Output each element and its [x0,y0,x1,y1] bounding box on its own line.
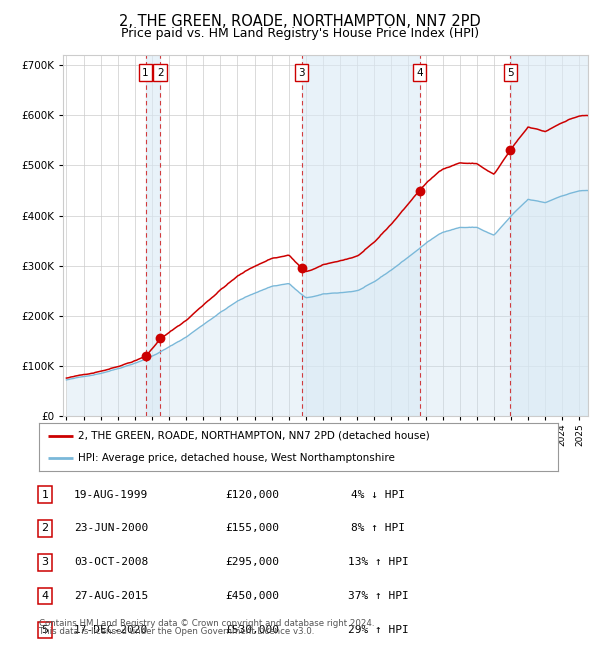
Text: 2, THE GREEN, ROADE, NORTHAMPTON, NN7 2PD (detached house): 2, THE GREEN, ROADE, NORTHAMPTON, NN7 2P… [78,431,430,441]
Text: 19-AUG-1999: 19-AUG-1999 [74,489,148,500]
Bar [146,55,160,416]
Text: 4% ↓ HPI: 4% ↓ HPI [351,489,405,500]
Text: 3: 3 [298,68,305,78]
Bar [511,55,588,416]
Text: 2: 2 [41,523,49,534]
Text: 4: 4 [416,68,423,78]
Text: HPI: Average price, detached house, West Northamptonshire: HPI: Average price, detached house, West… [78,453,395,463]
Text: £295,000: £295,000 [225,557,279,567]
Text: 2, THE GREEN, ROADE, NORTHAMPTON, NN7 2PD: 2, THE GREEN, ROADE, NORTHAMPTON, NN7 2P… [119,14,481,29]
Text: 4: 4 [41,591,49,601]
Text: 29% ↑ HPI: 29% ↑ HPI [347,625,409,635]
Text: Price paid vs. HM Land Registry's House Price Index (HPI): Price paid vs. HM Land Registry's House … [121,27,479,40]
Text: Contains HM Land Registry data © Crown copyright and database right 2024.: Contains HM Land Registry data © Crown c… [39,619,374,628]
Point [506,145,515,155]
Text: £530,000: £530,000 [225,625,279,635]
Text: £120,000: £120,000 [225,489,279,500]
Text: 5: 5 [41,625,49,635]
Text: 03-OCT-2008: 03-OCT-2008 [74,557,148,567]
Text: £155,000: £155,000 [225,523,279,534]
Text: 27-AUG-2015: 27-AUG-2015 [74,591,148,601]
Point [155,333,165,344]
Text: £450,000: £450,000 [225,591,279,601]
Text: 37% ↑ HPI: 37% ↑ HPI [347,591,409,601]
Text: 13% ↑ HPI: 13% ↑ HPI [347,557,409,567]
Text: 1: 1 [41,489,49,500]
Bar [302,55,419,416]
Text: 23-JUN-2000: 23-JUN-2000 [74,523,148,534]
Point [141,351,151,361]
Text: 1: 1 [142,68,149,78]
Text: 8% ↑ HPI: 8% ↑ HPI [351,523,405,534]
Text: 3: 3 [41,557,49,567]
Point [415,185,424,196]
Text: 2: 2 [157,68,163,78]
Text: This data is licensed under the Open Government Licence v3.0.: This data is licensed under the Open Gov… [39,627,314,636]
Text: 17-DEC-2020: 17-DEC-2020 [74,625,148,635]
Text: 5: 5 [507,68,514,78]
Point [297,263,307,274]
